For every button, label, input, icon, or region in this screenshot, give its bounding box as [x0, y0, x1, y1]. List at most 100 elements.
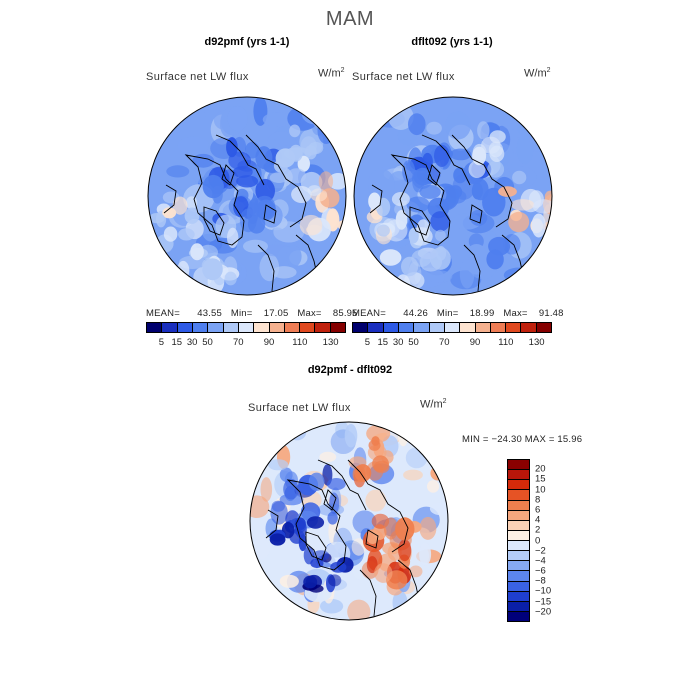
field-cell	[450, 148, 472, 161]
colorbar-swatch	[508, 500, 529, 511]
panel-2-max-label: Max=	[503, 308, 528, 319]
colorbar-tick-label: 110	[498, 337, 514, 348]
field-layer	[250, 422, 448, 620]
colorbar-tick-label: 90	[263, 337, 275, 348]
panel-1-min-label: Min=	[230, 308, 253, 319]
field-cell	[262, 112, 293, 127]
field-cell	[303, 546, 315, 565]
colorbar-swatch	[508, 611, 529, 621]
field-cell	[470, 209, 488, 226]
panel-3-units: W/m2	[420, 398, 447, 411]
field-cell	[301, 103, 326, 125]
coastline-segment	[184, 154, 245, 246]
field-cell	[163, 226, 178, 242]
field-cell	[419, 252, 443, 272]
colorbar-swatch	[508, 520, 529, 531]
field-cell	[286, 245, 302, 267]
map-boundary	[147, 96, 347, 296]
colorbar-swatch	[208, 323, 224, 332]
field-cell	[406, 196, 430, 213]
field-cell	[288, 424, 307, 441]
field-cell	[419, 516, 437, 540]
field-cell	[498, 100, 525, 130]
colorbar-tick-label: 20	[535, 463, 546, 475]
field-cell	[273, 159, 288, 173]
coastline-segment	[305, 531, 327, 561]
field-cell	[148, 213, 165, 224]
coastline-segment	[265, 509, 279, 539]
field-cell	[408, 227, 419, 244]
colorbar-tick-label: 4	[535, 514, 541, 526]
field-cell	[289, 144, 303, 162]
panel-1-colorbar-ticks: 5 15 30 50 70 90 110 130	[146, 337, 346, 351]
field-cell	[306, 516, 325, 529]
panel-1-max-value: 85.95	[332, 308, 358, 319]
panel-1-min-value: 17.05	[263, 308, 289, 319]
colorbar-swatch	[353, 323, 369, 332]
field-cell	[366, 556, 378, 574]
panel-2-mean-label: MEAN=	[352, 308, 386, 319]
colorbar-swatch	[192, 323, 209, 332]
field-cell	[434, 436, 448, 458]
coastlines	[369, 134, 525, 292]
panel-1-title: d92pmf (yrs 1-1)	[204, 36, 290, 48]
field-cell	[250, 605, 265, 620]
colorbar-swatch	[508, 480, 529, 491]
field-cell	[434, 144, 450, 167]
panel-1-map	[146, 95, 348, 297]
field-cell	[508, 211, 530, 233]
panel-1-colorbar-swatches	[146, 322, 346, 333]
field-cell	[227, 106, 248, 132]
colorbar-swatch	[429, 323, 445, 332]
field-cell	[498, 186, 517, 197]
field-cell	[320, 598, 344, 614]
panel-2-mean-value: 44.26	[403, 308, 428, 319]
figure-title: MAM	[325, 8, 375, 30]
field-cell	[351, 538, 366, 556]
field-cell	[308, 141, 324, 155]
panel-2-stats: MEAN= 44.26 Min= 18.99 Max= 91.48	[352, 308, 564, 319]
field-cell	[381, 276, 399, 291]
coastline-segment	[469, 204, 483, 224]
panel-2-colorbar	[352, 322, 552, 333]
field-cell	[471, 182, 483, 200]
field-cell	[287, 168, 307, 184]
field-cell	[319, 451, 337, 463]
colorbar-tick-label: 70	[233, 337, 244, 348]
coastline-segment	[203, 206, 225, 236]
colorbar-swatch	[269, 323, 285, 332]
field-cell	[260, 477, 273, 502]
field-cell	[379, 249, 402, 266]
field-cell	[372, 455, 389, 472]
field-cell	[166, 165, 190, 178]
field-cell	[232, 166, 253, 178]
field-cell	[510, 199, 535, 211]
field-cell	[281, 422, 297, 441]
field-cell	[363, 261, 393, 290]
field-cell	[347, 599, 371, 620]
colorbar-tick-label: 130	[528, 337, 545, 348]
field-cell	[395, 517, 415, 541]
field-cell	[226, 137, 238, 158]
field-cell	[328, 173, 346, 190]
coastline-segment	[163, 184, 177, 214]
panel-2-colorbar-swatches	[352, 322, 552, 333]
field-cell	[531, 213, 546, 238]
field-cell	[403, 469, 423, 481]
field-cell	[303, 575, 318, 589]
colorbar-swatch	[508, 551, 529, 562]
coastline-segment	[427, 164, 441, 186]
panel-3-stats: MIN = −24.30 MAX = 15.96	[462, 434, 583, 445]
panel-2-colorbar-ticks: 5 15 30 50 70 90 110 130	[352, 337, 552, 351]
field-cell	[255, 178, 275, 203]
field-cell	[268, 459, 289, 471]
colorbar-swatch	[254, 323, 270, 332]
coastline-segment	[286, 479, 347, 571]
colorbar-tick-label: 0	[535, 535, 541, 546]
field-cell	[228, 151, 252, 170]
field-cell	[271, 500, 285, 512]
panel-3-map	[248, 420, 450, 622]
field-cell	[376, 224, 390, 237]
colorbar-swatch	[508, 460, 529, 471]
panel-1-stats: MEAN= 43.55 Min= 17.05 Max= 85.95	[146, 308, 358, 319]
